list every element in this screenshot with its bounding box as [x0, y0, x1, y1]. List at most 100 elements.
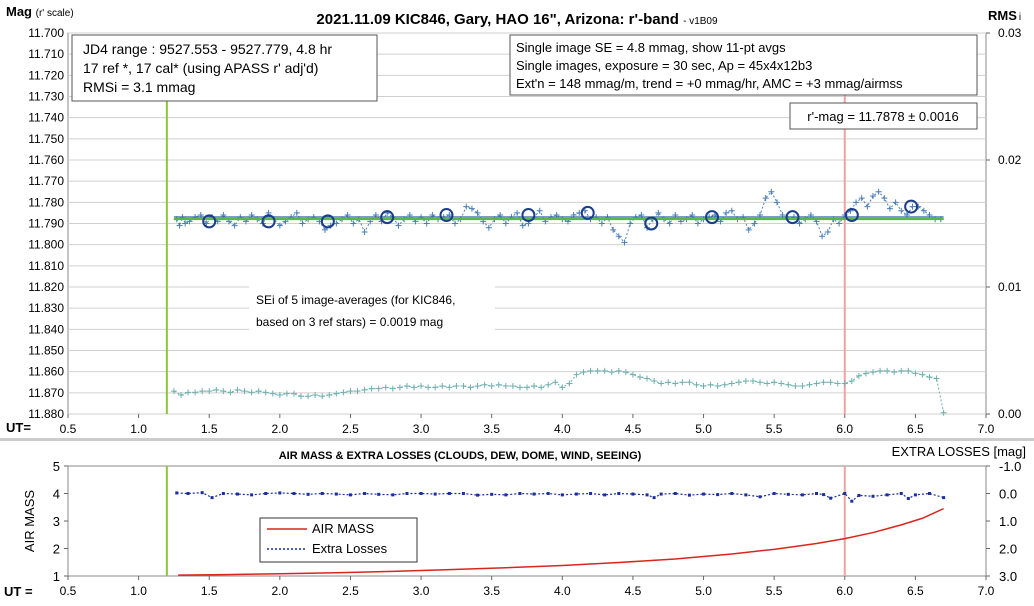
single-image-mag-point: [536, 207, 543, 214]
rms-value-point: [693, 381, 700, 388]
avg-point: [320, 214, 335, 229]
rms-value-point: [658, 380, 665, 387]
rms-value-point: [290, 390, 297, 397]
main-y-axis-label: Mag (r' scale): [6, 4, 74, 19]
single-image-mag-point: [909, 203, 916, 210]
rms-value-point: [742, 377, 749, 384]
rms-value-point: [573, 371, 580, 378]
main-y-tick-label: 11.780: [28, 195, 64, 209]
rms-value-point: [488, 383, 495, 390]
main-x-tick-label: 7.0: [978, 422, 995, 436]
rms-value-point: [771, 379, 778, 386]
main-x-tick-label: 4.0: [554, 422, 571, 436]
avg-point: [380, 210, 395, 225]
rms-value-point: [467, 384, 474, 391]
main-y-tick-label: 11.840: [28, 322, 64, 336]
main-x-tick-label: 3.0: [413, 422, 430, 436]
rms-value-point: [192, 389, 199, 396]
rms-value-point: [636, 374, 643, 381]
single-image-mag-point: [836, 220, 843, 227]
rms-value-point: [509, 383, 516, 390]
main-y-axis-label-suffix: (r' scale): [36, 8, 74, 19]
extra-losses-point: [377, 492, 381, 496]
losses-axis-label: EXTRA LOSSES [mag]: [892, 444, 1026, 459]
rms-value-point: [855, 372, 862, 379]
extra-losses-point: [829, 496, 833, 500]
sub-x-tick-label: 7.0: [978, 584, 995, 598]
avg-point: [705, 210, 720, 225]
sub-x-tick-label: 1.0: [130, 584, 147, 598]
single-image-mag-point: [299, 220, 306, 227]
rms-value-point: [531, 383, 538, 390]
extra-losses-point: [702, 492, 706, 496]
main-y-tick-label: 11.720: [28, 68, 64, 82]
single-image-mag-point: [231, 222, 238, 229]
main-x-tick-label: 1.0: [130, 422, 147, 436]
main-y-tick-label: 11.830: [28, 301, 64, 315]
sub-x-tick-label: 5.0: [695, 584, 712, 598]
main-y-tick-label: 11.730: [28, 90, 64, 104]
main-x-tick-label: 3.5: [483, 422, 500, 436]
rms-axis-label-suffix: i: [1019, 12, 1021, 23]
rms-value-point: [474, 383, 481, 390]
extra-losses-point: [744, 493, 748, 497]
extra-losses-point: [186, 492, 190, 495]
main-y-tick-label: 11.800: [28, 238, 64, 252]
main-x-tick-label: 6.5: [907, 422, 924, 436]
rms-value-point: [644, 375, 651, 382]
avg-point: [644, 216, 659, 231]
rms-value-point: [298, 393, 305, 400]
rms-value-point: [220, 388, 227, 395]
single-image-mag-point: [322, 226, 329, 233]
avg-point: [580, 205, 595, 220]
avg-point: [439, 208, 454, 223]
rms-value-point: [926, 374, 933, 381]
rms-value-point: [248, 389, 255, 396]
rms-value-point: [269, 390, 276, 397]
sub-x-tick-label: 0.5: [60, 584, 77, 598]
single-image-mag-point: [768, 188, 775, 195]
single-image-mag-point: [853, 199, 860, 206]
extra-losses-point: [942, 496, 946, 500]
rms-value-point: [206, 388, 213, 395]
extra-losses-point: [800, 493, 804, 497]
extra-losses-point: [772, 492, 776, 495]
rms-value-point: [820, 379, 827, 386]
extra-losses-point: [850, 499, 854, 503]
sub-x-tick-label: 2.5: [342, 584, 359, 598]
rms-value-point: [545, 381, 552, 388]
main-y-tick-label: 11.860: [28, 365, 64, 379]
rms-value-point: [580, 369, 587, 376]
extra-losses-point: [518, 492, 522, 495]
avg-point: [521, 208, 536, 223]
result-value: r'-mag = 11.7878 ± 0.0016: [807, 109, 958, 124]
main-x-tick-label: 2.5: [342, 422, 359, 436]
rms-value-point: [524, 384, 530, 391]
airmass-tick-label: 2: [53, 542, 60, 557]
sub-x-tick-label: 4.0: [554, 584, 571, 598]
rms-value-point: [651, 377, 658, 384]
single-image-mag-point: [858, 195, 865, 202]
extra-losses-point: [786, 492, 790, 496]
rms-value-point: [799, 383, 806, 390]
extra-losses-point: [906, 496, 910, 500]
info-box-left: JD4 range : 9527.553 - 9527.779, 4.8 hr …: [71, 34, 378, 102]
rms-value-point: [615, 367, 622, 374]
rms-value-point: [608, 369, 615, 376]
rms-value-point: [870, 369, 877, 376]
main-x-tick-label: 5.0: [695, 422, 712, 436]
main-x-tick-label: 6.0: [836, 422, 853, 436]
info-left-line-2: 17 ref *, 17 cal* (using APASS r' adj'd): [83, 60, 318, 76]
extra-losses-point: [175, 491, 179, 495]
single-image-mag-point: [474, 209, 481, 216]
single-image-mag-point: [361, 228, 368, 235]
single-image-mag-point: [182, 220, 189, 227]
rms-value-point: [170, 388, 177, 395]
rms-value-point: [538, 384, 545, 391]
losses-tick-label: 3.0: [999, 569, 1017, 584]
single-image-mag-point: [864, 203, 871, 210]
extra-losses-line: [176, 492, 944, 503]
rms-value-point: [241, 388, 248, 395]
extra-losses-point: [673, 492, 677, 495]
main-x-tick-label: 1.5: [201, 422, 218, 436]
